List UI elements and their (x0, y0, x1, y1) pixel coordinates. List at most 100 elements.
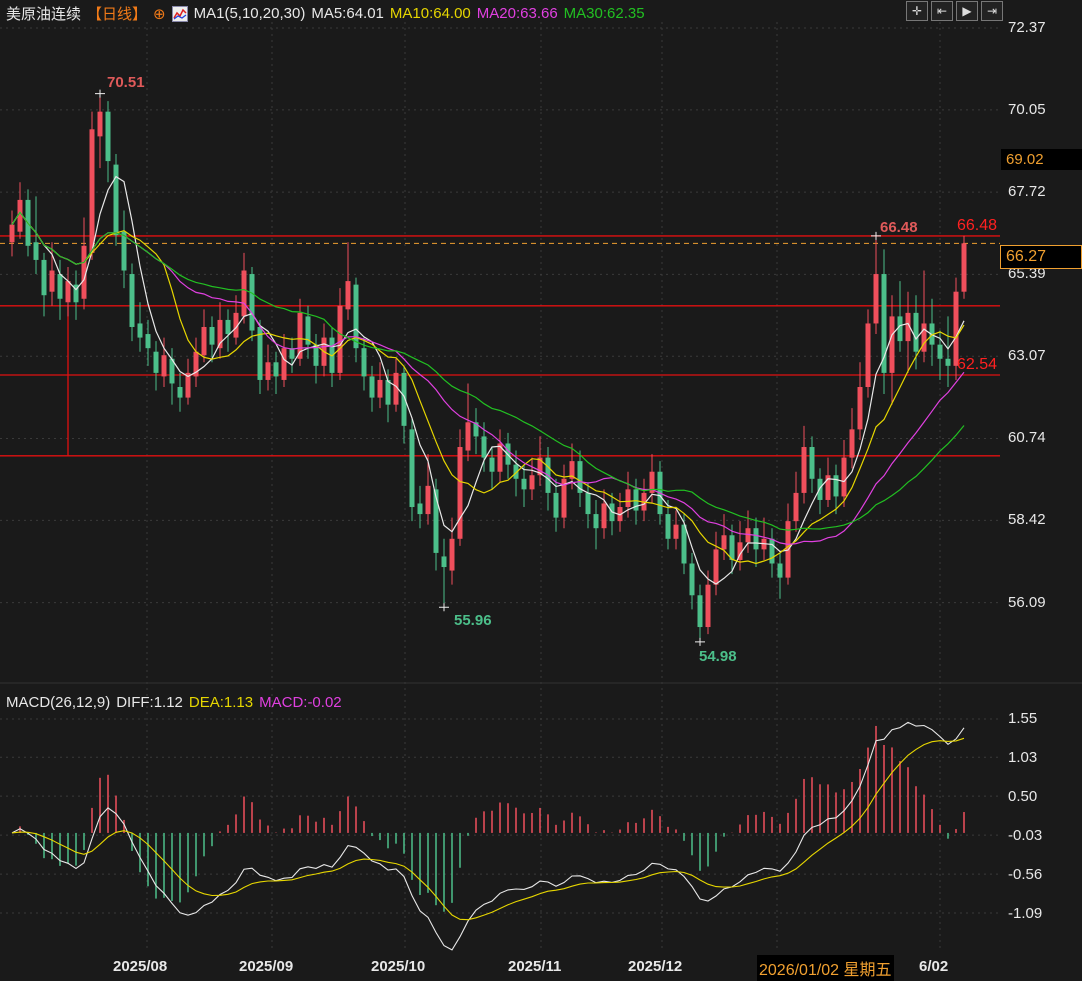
macd-diff-line (11, 721, 965, 951)
candle-body (161, 355, 167, 377)
crosshair-toggle-icon[interactable]: ⊕ (153, 5, 166, 23)
macd-dea-line (11, 737, 965, 921)
candle-body (809, 447, 815, 479)
candle-body (401, 372, 407, 426)
price-tick: 67.72 (1008, 183, 1046, 200)
candle-body (721, 535, 727, 550)
candle-body (449, 538, 455, 571)
candle-body (665, 514, 671, 539)
level-low-label: 62.54 (957, 356, 998, 373)
candle-body (241, 270, 247, 317)
candle-body (353, 284, 359, 349)
candle-body (889, 316, 895, 373)
candle-body (489, 457, 495, 472)
high-annotation: 70.51 (107, 74, 145, 91)
candle-body (417, 503, 423, 515)
candle-body (881, 274, 887, 373)
month-label: 2025/08 (113, 958, 168, 975)
crosshair-icon[interactable]: ✛ (906, 1, 928, 21)
month-label: 2025/10 (371, 958, 426, 975)
macd-diff: DIFF:1.12 (116, 694, 183, 711)
candle-body (201, 326, 207, 356)
candle-body (897, 316, 903, 342)
candle-body (305, 316, 311, 345)
candle-body (17, 199, 23, 232)
candle-body (145, 334, 151, 349)
price-tick: 60.74 (1008, 429, 1046, 446)
macd-tick: 1.03 (1008, 749, 1038, 766)
candle-body (833, 475, 839, 497)
candle-body (105, 111, 111, 162)
candle-body (41, 259, 47, 296)
ma-chart-icon[interactable] (171, 5, 188, 22)
candle-body (185, 372, 191, 398)
candle-body (649, 471, 655, 493)
ma10-line (11, 211, 965, 565)
candle-body (81, 245, 87, 299)
candle-body (129, 274, 135, 327)
candle-body (561, 478, 567, 518)
candle-body (177, 387, 183, 398)
jump-end-icon[interactable]: ⇥ (981, 1, 1003, 21)
ma10-value: MA10:64.00 (389, 5, 471, 22)
candle-body (865, 323, 871, 388)
candle-body (217, 319, 223, 349)
low-annotation: 55.96 (454, 612, 492, 629)
candle-body (601, 503, 607, 529)
candle-body (849, 429, 855, 458)
period-label[interactable]: 【日线】 (87, 6, 148, 23)
extreme-marker (439, 603, 449, 612)
candle-body (313, 344, 319, 366)
candle-body (577, 461, 583, 493)
candle-body (249, 274, 255, 331)
candle-body (553, 492, 559, 518)
candle-body (377, 379, 383, 398)
candle-body (921, 323, 927, 352)
candle-body (873, 274, 879, 324)
candle-body (433, 489, 439, 553)
candle-body (513, 464, 519, 479)
candle-body (777, 563, 783, 578)
candle-body (65, 281, 71, 303)
candle-body (753, 528, 759, 550)
candle-body (521, 478, 527, 490)
macd-header: MACD(26,12,9) DIFF:1.12 DEA:1.13 MACD:-0… (6, 694, 342, 711)
play-icon[interactable]: ▶ (956, 1, 978, 21)
candle-body (569, 461, 575, 479)
candle-body (425, 485, 431, 515)
candle-body (257, 326, 263, 380)
candle-body (369, 376, 375, 398)
candle-body (113, 164, 119, 236)
candle-body (73, 284, 79, 303)
candle-body (457, 447, 463, 539)
candle-body (209, 326, 215, 345)
ma30-value: MA30:62.35 (563, 5, 645, 22)
chart-toolbar: ✛ ⇤ ▶ ⇥ (906, 1, 1006, 21)
month-label: 6/02 (919, 958, 949, 975)
price-tick: 58.42 (1008, 511, 1046, 528)
candle-body (825, 475, 831, 500)
candle-body (385, 379, 391, 405)
candle-body (265, 362, 271, 380)
candle-body (137, 323, 143, 338)
price-tick: 56.09 (1008, 594, 1046, 611)
candle-body (697, 595, 703, 628)
candle-body (801, 447, 807, 493)
ma5-line (11, 175, 965, 585)
candle-body (929, 323, 935, 345)
candle-body (689, 563, 695, 596)
candle-body (465, 422, 471, 451)
candle-body (289, 348, 295, 359)
candle-body (97, 111, 103, 137)
candle-body (529, 475, 535, 490)
macd-tick: -1.09 (1008, 905, 1043, 922)
month-label: 2025/11 (508, 958, 562, 975)
macd-label: MACD(26,12,9) (6, 694, 111, 711)
candle-body (49, 270, 55, 292)
candle-body (345, 281, 351, 310)
candle-body (817, 478, 823, 500)
candle-body (705, 584, 711, 628)
candle-body (625, 489, 631, 508)
range-icon[interactable]: ⇤ (931, 1, 953, 21)
